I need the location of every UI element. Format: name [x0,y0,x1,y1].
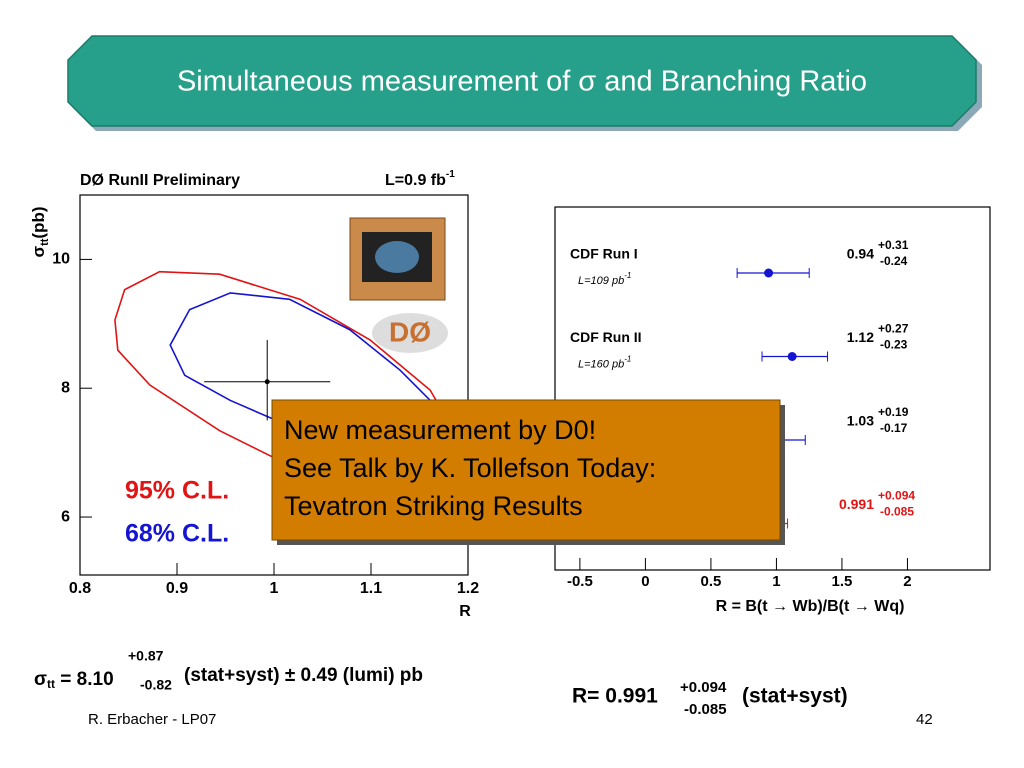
r-err-plus: +0.094 [680,679,727,696]
category-sublabel: L=109 pb-1 [578,271,631,287]
slide-title: Simultaneous measurement of σ and Branch… [177,66,867,98]
sublabel-text: L=109 pb [578,275,624,287]
point [764,268,774,278]
note-box [271,399,781,541]
footer: R. Erbacher - LP07 [88,711,216,728]
category-label: CDF Run I [570,246,638,262]
err-minus-label: -0.17 [880,421,908,435]
header [67,35,977,127]
x-tick-label: 1 [270,580,279,597]
legend-label: 68% C.L. [125,520,229,548]
note-line: New measurement by D0! [284,415,596,445]
right-frame [554,206,991,571]
x-tick-label: 0.8 [69,580,91,597]
value-label: 1.12 [847,329,874,345]
x-tick-label: 1.1 [360,580,382,597]
page-number: 42 [916,711,933,728]
y-tick-label: 10 [52,251,70,268]
plot-title: DØ RunII Preliminary [80,172,240,189]
right-panel [550,150,1010,630]
sigma-rest: (stat+syst) ± 0.49 (lumi) pb [184,665,423,686]
r-err-minus: -0.085 [684,701,727,718]
central-point [264,379,270,385]
err-plus-label: +0.19 [878,405,909,419]
left-panel [22,150,522,630]
y-axis-label: σtt(pb) [29,206,50,257]
err-minus-label: -0.24 [880,254,908,268]
detector-logo: DØ [349,217,448,353]
x-tick-label: 2 [903,573,911,590]
value-label: 0.94 [847,246,874,262]
luminosity-text: L=0.9 fb [385,172,446,189]
logo-badge [372,313,448,353]
y-label-symbol: σ [29,246,48,258]
logo-text: DØ [389,316,431,347]
err-plus-label: +0.094 [878,489,915,503]
logo-ring [375,241,419,273]
point [787,352,797,361]
r-value: R= 0.991 [572,685,658,708]
err-minus-label: -0.23 [880,338,908,352]
y-label-sub: tt [39,238,51,246]
x-tick-label: 0.5 [700,573,721,590]
luminosity-sup: -1 [446,169,455,180]
x-tick-label: 1 [772,573,780,590]
x-tick-label: 0.9 [166,580,188,597]
x-tick-label: -0.5 [567,573,593,590]
y-tick-label: 6 [61,508,70,525]
x-tick-label: 1.2 [457,580,479,597]
x-tick-label: 0 [641,573,649,590]
legend-label: 95% C.L. [125,477,229,505]
luminosity: L=0.9 fb-1 [385,169,455,190]
category-sublabel: L=160 pb-1 [578,355,631,371]
sigma-err-minus: -0.82 [140,677,172,693]
value-label: 1.03 [847,413,874,429]
sublabel-sup: -1 [624,271,631,280]
value-label: 0.991 [839,496,874,512]
category-label: CDF Run II [570,329,642,345]
r-rest: (stat+syst) [742,685,848,708]
y-tick-label: 8 [61,379,70,396]
sigma-value: = 8.10 [55,669,114,690]
sigma-symbol: σ [34,669,47,690]
sigma-err-plus: +0.87 [128,648,164,664]
err-plus-label: +0.27 [878,322,909,336]
sublabel-text: L=160 pb [578,358,624,370]
sigma-result: σtt = 8.10 [34,669,114,691]
note-line: Tevatron Striking Results [284,491,583,521]
y-label-unit: (pb) [29,206,48,238]
sigma-sub: tt [47,677,55,691]
note-line: See Talk by K. Tollefson Today: [284,453,656,483]
err-plus-label: +0.31 [878,238,909,252]
x-axis-label: R [459,603,471,620]
err-minus-label: -0.085 [880,505,914,519]
x-axis-label: R = B(t → Wb)/B(t → Wq) [716,598,905,615]
x-tick-label: 1.5 [832,573,853,590]
sublabel-sup: -1 [624,355,631,364]
